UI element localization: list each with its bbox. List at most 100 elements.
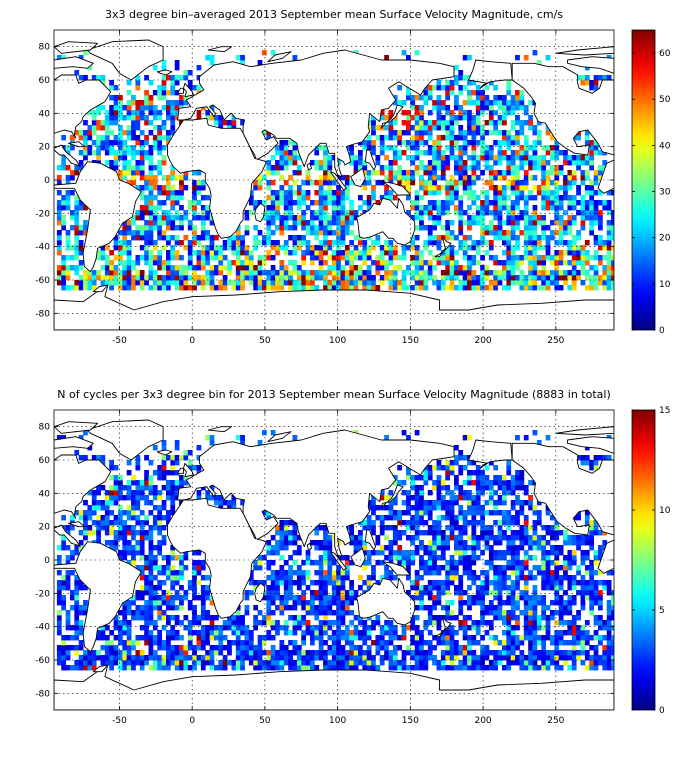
bin-cell xyxy=(366,180,372,186)
bin-cell xyxy=(506,130,512,136)
bin-cell xyxy=(571,260,577,266)
bin-cell xyxy=(183,665,189,671)
bin-cell xyxy=(56,180,62,186)
bin-cell xyxy=(502,195,507,201)
bin-cell xyxy=(257,260,263,266)
bin-cell xyxy=(283,155,289,161)
bin-cell xyxy=(584,285,590,291)
bin-cell xyxy=(240,615,245,621)
y-tick-label: 20 xyxy=(39,143,51,153)
bin-cell xyxy=(200,600,206,606)
bin-cell xyxy=(436,535,442,541)
bin-cell xyxy=(139,105,145,111)
bin-cell xyxy=(275,530,280,536)
bin-cell xyxy=(148,185,154,191)
bin-cell xyxy=(83,75,88,81)
bin-cell xyxy=(170,575,176,581)
bin-cell xyxy=(157,220,163,226)
bin-cell xyxy=(440,120,446,126)
bin-cell xyxy=(375,505,381,511)
bin-cell xyxy=(536,235,542,241)
bin-cell xyxy=(454,495,459,501)
bin-cell xyxy=(192,630,197,636)
bin-cell xyxy=(528,190,533,196)
bin-cell xyxy=(523,205,529,211)
bin-cell xyxy=(109,465,115,471)
bin-cell xyxy=(314,245,320,251)
bin-cell xyxy=(536,255,542,261)
bin-cell xyxy=(436,490,442,496)
bin-cell xyxy=(174,575,180,581)
bin-cell xyxy=(475,260,481,266)
bin-cell xyxy=(379,110,385,116)
bin-cell xyxy=(480,605,485,611)
bin-cell xyxy=(279,285,285,291)
bin-cell xyxy=(406,175,411,181)
bin-cell xyxy=(257,230,263,236)
bin-cell xyxy=(244,255,250,261)
bin-cell xyxy=(440,480,446,486)
bin-cell xyxy=(445,655,451,661)
bin-cell xyxy=(362,240,368,246)
bin-cell xyxy=(152,565,158,571)
bin-cell xyxy=(550,200,555,206)
bin-cell xyxy=(554,260,560,266)
bin-cell xyxy=(192,280,197,286)
bin-cell xyxy=(471,555,477,561)
bin-cell xyxy=(510,95,516,101)
bin-cell xyxy=(283,600,289,606)
bin-cell xyxy=(536,160,542,166)
bin-cell xyxy=(432,150,437,156)
bin-cell xyxy=(144,195,149,201)
bin-cell xyxy=(454,525,459,531)
bin-cell xyxy=(358,630,363,636)
bin-cell xyxy=(83,600,88,606)
bin-cell xyxy=(471,275,477,281)
bin-cell xyxy=(419,575,424,581)
bin-cell xyxy=(462,540,468,546)
bin-cell xyxy=(506,100,512,106)
bin-cell xyxy=(515,95,520,101)
bin-cell xyxy=(144,185,149,191)
bin-cell xyxy=(331,595,337,601)
bin-cell xyxy=(266,600,272,606)
bin-cell xyxy=(157,130,163,136)
bin-cell xyxy=(571,220,577,226)
bin-cell xyxy=(126,240,132,246)
bin-cell xyxy=(327,605,333,611)
bin-cell xyxy=(301,660,307,666)
bin-cell xyxy=(161,615,167,621)
bin-cell xyxy=(454,485,459,491)
bin-cell xyxy=(480,240,485,246)
bin-cell xyxy=(344,275,350,281)
bin-cell xyxy=(192,595,197,601)
bin-cell xyxy=(244,605,250,611)
bin-cell xyxy=(523,195,529,201)
bin-cell xyxy=(196,85,202,91)
bin-cell xyxy=(131,135,136,141)
bin-cell xyxy=(183,265,189,271)
bin-cell xyxy=(227,260,232,266)
bin-cell xyxy=(584,185,590,191)
bin-cell xyxy=(192,195,197,201)
bin-cell xyxy=(458,590,464,596)
bin-cell xyxy=(131,215,136,221)
bin-cell xyxy=(288,520,293,526)
bin-cell xyxy=(445,235,451,241)
bin-cell xyxy=(454,665,459,671)
bin-cell xyxy=(135,85,141,91)
bin-cell xyxy=(484,145,490,151)
bin-cell xyxy=(192,180,197,186)
bin-cell xyxy=(78,655,84,661)
bin-cell xyxy=(414,95,420,101)
bin-cell xyxy=(61,195,67,201)
bin-cell xyxy=(467,270,472,276)
bin-cell xyxy=(318,185,324,191)
bin-cell xyxy=(427,175,433,181)
bin-cell xyxy=(602,270,608,276)
bin-cell xyxy=(235,260,241,266)
bin-cell xyxy=(419,185,424,191)
bin-cell xyxy=(375,615,381,621)
bin-cell xyxy=(244,245,250,251)
bin-cell xyxy=(362,270,368,276)
